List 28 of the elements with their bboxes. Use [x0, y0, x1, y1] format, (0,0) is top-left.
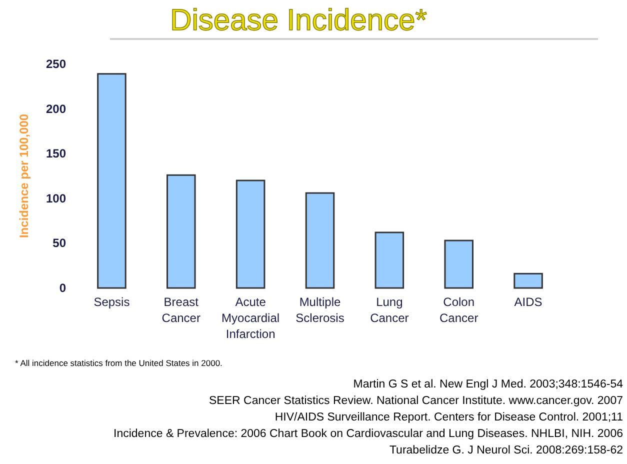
- text: Turabelidze G. J Neurol Sci. 2008:269:158-62: [389, 444, 623, 456]
- bar: [514, 272, 543, 289]
- bar: [444, 240, 474, 289]
- y-tick-label: 0: [59, 281, 66, 295]
- bar: [374, 232, 404, 289]
- y-tick-label: 200: [46, 102, 66, 116]
- text: SEER Cancer Statistics Review. National Cancer Institute. www.cancer.gov. 2007: [209, 395, 623, 407]
- bar: [97, 73, 126, 289]
- text: * All incidence statistics from the United States in 2000.: [15, 358, 222, 368]
- bar: [166, 174, 196, 289]
- x-tick-label: Lung Cancer: [370, 295, 409, 325]
- y-axis-title: Incidence per 100,000: [17, 114, 31, 238]
- x-tick-label: AIDS: [514, 295, 542, 309]
- x-tick-label: Colon Cancer: [440, 295, 478, 325]
- chart-title: Disease Incidence*: [170, 4, 428, 37]
- y-tick-label: 50: [52, 236, 66, 250]
- bar: [236, 180, 266, 289]
- y-tick-label: 150: [46, 146, 66, 161]
- x-tick-label: Acute Myocardial Infarction: [222, 295, 280, 341]
- x-tick-label: Breast Cancer: [162, 295, 200, 325]
- x-tick-label: Multiple Sclerosis: [296, 295, 344, 325]
- text: Incidence & Prevalence: 2006 Chart Book on Cardiovascular and Lung Diseases. NHLBI, NIH. 2006: [114, 428, 623, 440]
- text: HIV/AIDS Surveillance Report. Centers for Disease Control. 2001;11: [274, 412, 623, 424]
- y-tick-label: 100: [46, 191, 66, 206]
- y-tick-label: 250: [46, 57, 66, 71]
- text: Martin G S et al. New Engl J Med. 2003;348:1546-54: [353, 378, 624, 390]
- bar: [305, 192, 335, 289]
- x-tick-label: Sepsis: [94, 295, 130, 309]
